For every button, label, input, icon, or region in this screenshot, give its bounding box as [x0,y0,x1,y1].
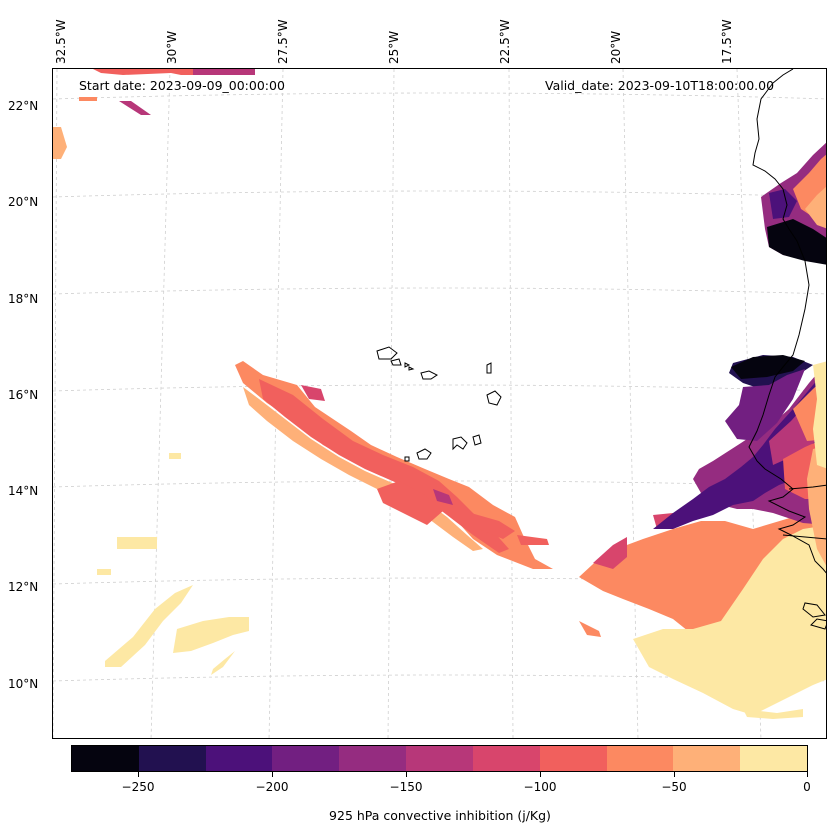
map-panel[interactable] [52,68,827,739]
lon-label-20w: 20°W [609,30,623,64]
cb-tick-neg200 [272,772,273,777]
colorbar-segment [272,746,340,771]
cb-tick-label-neg50: −50 [661,780,687,794]
cin-band-patch-2 [471,513,515,539]
colorbar-segment [406,746,473,771]
cb-tick-neg100 [540,772,541,777]
cb-tick-neg50 [674,772,675,777]
cin-area-top-left-3 [119,101,151,115]
cb-tick-label-0: 0 [803,780,811,794]
cin-band-patch-4 [433,489,453,505]
colorbar-segment [606,746,674,771]
lon-label-17-5w: 17.5°W [720,19,734,64]
cin-area-top-left-1 [93,69,193,75]
colorbar-segment [205,746,273,771]
cin-area-top-left-4 [79,97,97,101]
colorbar-segment [472,746,540,771]
lat-label-16n: 16°N [8,388,39,402]
colorbar-segment [138,746,206,771]
cb-tick-label-neg200: −200 [255,780,289,794]
cin-yellow-4 [105,585,193,667]
cin-northeast-peach [805,186,826,229]
lon-label-30w: 30°W [165,30,179,64]
cin-band-mid [259,379,509,553]
cin-area-top-left-2 [193,69,255,75]
lat-label-12n: 12°N [8,580,39,594]
cin-band-patch-3 [517,535,549,545]
cb-tick-0 [807,772,808,777]
colorbar-segment [673,746,741,771]
cin-band-patch-5 [301,385,325,401]
colorbar-segment [339,746,407,771]
cin-yellow-1 [117,537,157,549]
coastline [748,69,826,630]
lat-label-18n: 18°N [8,292,39,306]
lon-label-22-5w: 22.5°W [498,19,512,64]
cape-verde-islands [376,346,502,462]
cin-east-violet [725,369,805,441]
colorbar-title: 925 hPa convective inhibition (j/Kg) [329,808,551,823]
cb-tick-label-neg250: −250 [121,780,155,794]
map-canvas [53,69,826,738]
cin-northeast-violet [769,189,797,219]
cin-northeast-dark [767,219,826,265]
cin-yellow-2 [97,569,111,575]
cin-band-patch-1 [377,481,443,525]
cin-area-left-edge [53,127,67,159]
cb-tick-neg150 [406,772,407,777]
lon-label-27-5w: 27.5°W [276,19,290,64]
cb-tick-label-neg100: −100 [523,780,557,794]
cin-east-peach [807,445,826,566]
cin-yellow-3 [169,453,181,459]
cin-east-black [731,355,805,379]
lon-label-32-5w: 32.5°W [54,19,68,64]
cin-southeast-orange-tail [579,621,601,637]
lat-label-10n: 10°N [8,677,39,691]
colorbar-segment [539,746,607,771]
cb-tick-label-neg150: −150 [389,780,423,794]
valid-date-label: Valid_date: 2023-09-10T18:00:00.00 [545,78,775,93]
cin-southeast-red [593,537,627,569]
start-date-label: Start date: 2023-09-09_00:00:00 [79,78,285,93]
cb-tick-neg250 [138,772,139,777]
lon-label-25w: 25°W [387,30,401,64]
lat-label-14n: 14°N [8,484,39,498]
colorbar-segment [740,746,807,771]
cin-yellow-6 [211,651,235,675]
cin-southeast-yellow-tail [743,709,803,719]
lat-label-20n: 20°N [8,195,39,209]
colorbar-segment [72,746,139,771]
cin-southeast-yellow [633,525,826,715]
cin-east-yellow-coast [813,361,826,469]
colorbar [71,745,808,772]
cin-yellow-5 [173,617,249,653]
lat-label-22n: 22°N [8,99,39,113]
